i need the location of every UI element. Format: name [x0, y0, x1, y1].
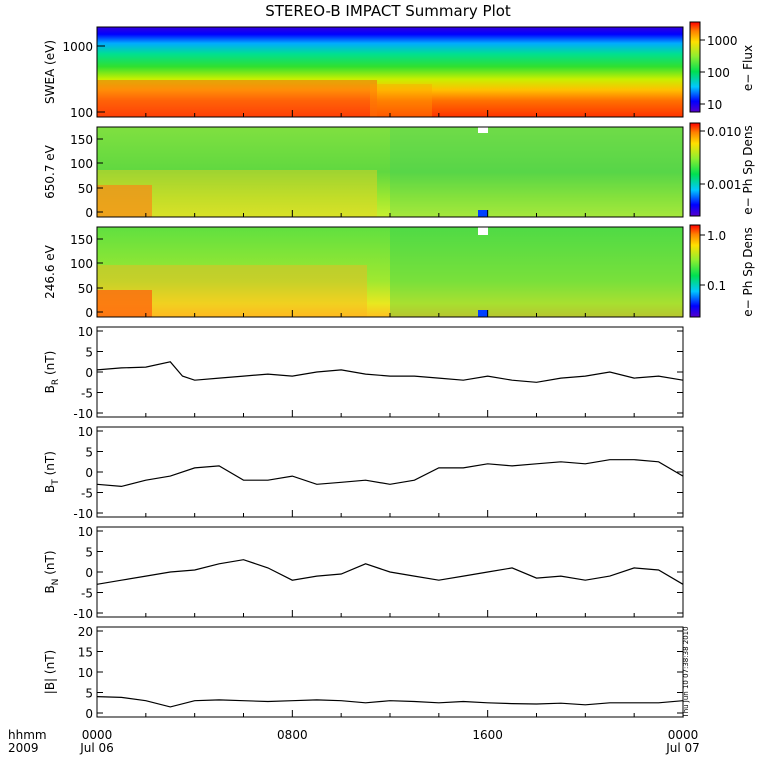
swea-transition-band — [370, 84, 432, 117]
xtick-label-time: 1600 — [472, 728, 503, 742]
ytick-label: 10 — [78, 325, 93, 339]
ytick-label: 15 — [78, 646, 93, 660]
plot-timestamp: Thu Jun 10 07:38:38 2010 — [682, 626, 690, 718]
svg-text:150: 150 — [70, 133, 93, 147]
ytick-label: 20 — [78, 625, 93, 639]
colorbar-flux-label: e− Flux — [741, 45, 755, 91]
pad-246-enhancement — [97, 290, 152, 317]
pad-246-ylabel: 246.6 eV — [43, 244, 57, 299]
series-line — [96, 559, 684, 585]
ytick-label: 0 — [85, 466, 93, 480]
panel-ylabel: BN (nT) — [43, 550, 61, 593]
ytick-label: -10 — [73, 507, 93, 521]
panel-bnt: 20 15 10 5 0 |B| (nT) — [43, 625, 684, 721]
pad-650-low-value — [478, 210, 488, 217]
pad-650-yticks: 150 100 50 0 — [70, 133, 103, 220]
panel-frame — [96, 326, 684, 418]
ytick-label: -10 — [73, 607, 93, 621]
panel-ylabel: BT (nT) — [43, 451, 61, 493]
panel-bnnt: 10 5 0 -5 -10 BN (nT) — [43, 525, 684, 621]
ytick-label: -5 — [81, 487, 93, 501]
svg-text:100: 100 — [70, 106, 93, 120]
colorbar-246-label: e− Ph Sp Dens — [741, 227, 755, 316]
pad-650-heatmap — [97, 127, 683, 217]
pad-246-yticks: 150 100 50 0 — [70, 233, 103, 320]
magnetic-field-panels: 10 5 0 -5 -10 BR (nT) 10 5 0 -5 -10 BT (nT) 10 5 0 -5 -1… — [43, 325, 684, 721]
panel-btnt: 10 5 0 -5 -10 BT (nT) — [43, 425, 684, 521]
ytick-label: 0 — [85, 707, 93, 721]
svg-text:0: 0 — [85, 206, 93, 220]
swea-spectrogram-panel: SWEA (eV) 1000 100 — [43, 26, 684, 120]
pad-650-panel: 650.7 eV 150 100 50 0 — [43, 126, 684, 220]
pad-246-yellow-band — [97, 265, 367, 317]
pad-246-low-value — [478, 310, 488, 317]
svg-text:100: 100 — [70, 157, 93, 171]
svg-text:0.1: 0.1 — [707, 279, 726, 293]
svg-text:0: 0 — [85, 306, 93, 320]
xtick-label-time: 0000 — [82, 728, 113, 742]
panel-frame — [96, 426, 684, 518]
pad-650-ylabel: 650.7 eV — [43, 144, 57, 199]
svg-text:50: 50 — [78, 182, 93, 196]
ytick-label: 5 — [85, 687, 93, 701]
swea-early-enhancement — [97, 80, 377, 117]
pad-246-panel: 246.6 eV 150 100 50 0 — [43, 226, 684, 320]
plot-title: STEREO-B IMPACT Summary Plot — [265, 2, 511, 20]
ytick-label: 0 — [85, 366, 93, 380]
x-axis-label-hhmm: hhmm — [8, 728, 47, 742]
pad-650-late-region — [390, 127, 683, 217]
svg-text:50: 50 — [78, 282, 93, 296]
svg-text:1.0: 1.0 — [707, 229, 726, 243]
svg-text:1000: 1000 — [707, 34, 738, 48]
ytick-label: 5 — [85, 546, 93, 560]
series-line — [96, 696, 684, 708]
swea-ylabel: SWEA (eV) — [43, 40, 57, 104]
svg-text:0.001: 0.001 — [707, 178, 741, 192]
pad-246-gap — [478, 227, 488, 235]
svg-text:150: 150 — [70, 233, 93, 247]
ytick-label: 5 — [85, 446, 93, 460]
pad-650-gap — [478, 127, 488, 133]
series-line — [96, 459, 684, 488]
swea-ytick-1000: 1000 — [62, 40, 105, 54]
xtick-label-date: Jul 07 — [665, 741, 700, 755]
ytick-label: 10 — [78, 525, 93, 539]
swea-heatmap — [97, 27, 683, 117]
ytick-label: 10 — [78, 425, 93, 439]
pad-246-late-region — [390, 227, 683, 317]
x-axis-label-year: 2009 — [8, 741, 39, 755]
panel-ylabel: BR (nT) — [43, 351, 61, 394]
xtick-label-time: 0800 — [277, 728, 308, 742]
svg-text:100: 100 — [707, 66, 730, 80]
swea-ytick-100: 100 — [70, 106, 105, 120]
ytick-label: 10 — [78, 666, 93, 680]
series-line — [96, 361, 684, 383]
colorbar-flux: 1000 100 10 e− Flux — [689, 21, 755, 113]
ytick-label: -10 — [73, 407, 93, 421]
ytick-label: 0 — [85, 566, 93, 580]
ytick-label: 5 — [85, 346, 93, 360]
ytick-label: -5 — [81, 587, 93, 601]
svg-text:0.010: 0.010 — [707, 125, 741, 139]
svg-text:10: 10 — [707, 98, 722, 112]
xtick-label-date: Jul 06 — [79, 741, 114, 755]
colorbar-246: 1.0 0.1 e− Ph Sp Dens — [689, 224, 755, 318]
pad-246-heatmap — [97, 227, 683, 317]
panel-ylabel: |B| (nT) — [43, 650, 57, 694]
xtick-label-time: 0000 — [668, 728, 699, 742]
svg-text:100: 100 — [70, 257, 93, 271]
ytick-label: -5 — [81, 387, 93, 401]
pad-650-yellow-band — [97, 170, 377, 217]
svg-text:1000: 1000 — [62, 40, 93, 54]
colorbar-650: 0.010 0.001 e− Ph Sp Dens — [689, 122, 755, 217]
panel-brnt: 10 5 0 -5 -10 BR (nT) — [43, 325, 684, 421]
pad-650-enhancement — [97, 185, 152, 217]
colorbar-650-label: e− Ph Sp Dens — [741, 125, 755, 214]
